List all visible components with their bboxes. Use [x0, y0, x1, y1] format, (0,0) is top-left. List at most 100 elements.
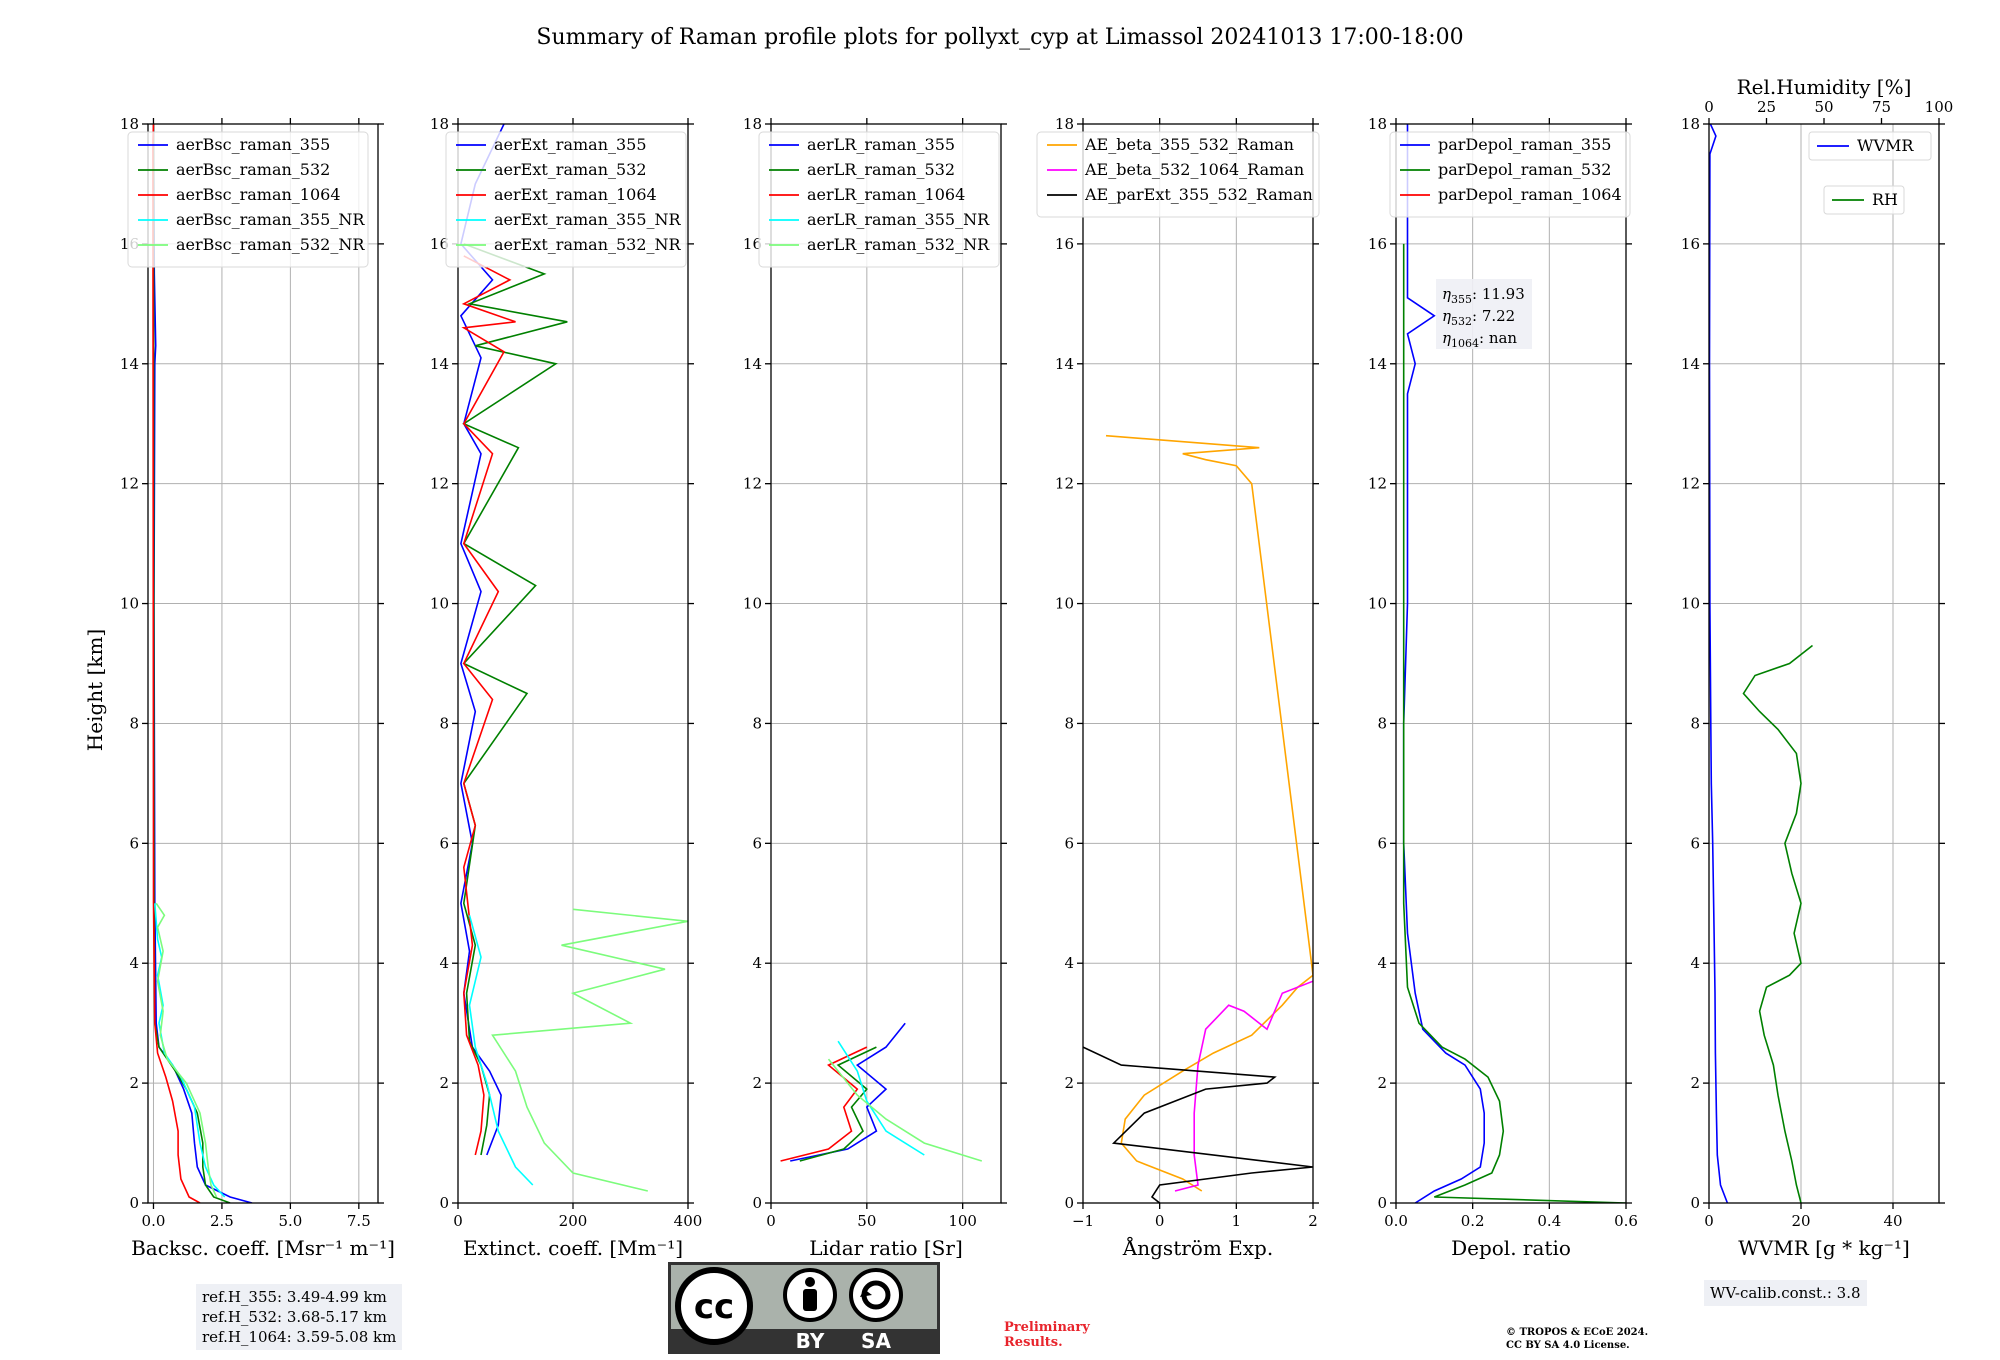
eta-value-532: : 7.22	[1472, 307, 1515, 325]
xtick-label-bsc-1: 2.5	[210, 1212, 234, 1230]
plot-area-lr	[780, 1022, 983, 1162]
eta-value-355: : 11.93	[1472, 285, 1525, 303]
legend-label-bsc-3: aerBsc_raman_355_NR	[176, 210, 365, 229]
ytick-label-bsc-6: 12	[120, 475, 139, 493]
legend-label-depol-2: parDepol_raman_1064	[1438, 185, 1622, 204]
ytick-label-lr-7: 14	[743, 355, 762, 373]
xtick-label-ae-1: 0	[1155, 1212, 1165, 1230]
axes-frame-wv	[1708, 123, 1940, 1204]
xtick-label-wv-1: 20	[1791, 1212, 1810, 1230]
ytick-label-depol-6: 12	[1368, 475, 1387, 493]
legend-label-wv-1: RH	[1872, 190, 1898, 209]
y-axis-label: Height [km]	[83, 629, 107, 751]
xtick-label-lr-0: 0	[766, 1212, 776, 1230]
ytick-label-bsc-2: 4	[129, 954, 139, 972]
legend-box-wv-0	[1808, 131, 1932, 161]
x-axis-label-ext: Extinct. coeff. [Mm⁻¹]	[463, 1236, 683, 1260]
series-line-ae-1	[1174, 980, 1313, 1192]
series-line-lr-4	[827, 1058, 983, 1162]
ytick-label-bsc-1: 2	[129, 1074, 139, 1092]
figure-title: Summary of Raman profile plots for polly…	[536, 25, 1463, 50]
legend-label-ext-1: aerExt_raman_532	[494, 160, 647, 179]
legend-box-bsc	[127, 131, 369, 268]
preliminary-note: Preliminary Results.	[1004, 1320, 1090, 1350]
eta-symbol-355: η	[1442, 285, 1451, 303]
ytick-label-ae-2: 4	[1064, 954, 1074, 972]
series-line-lr-0	[790, 1022, 906, 1162]
sa-label: SA	[861, 1329, 891, 1353]
ytick-label-ext-9: 18	[430, 115, 449, 133]
xtick-label-wv-0: 0	[1704, 1212, 1714, 1230]
ytick-label-lr-6: 12	[743, 475, 762, 493]
ytick-label-wv-2: 4	[1690, 954, 1700, 972]
eta-subscript-1064: 1064	[1451, 337, 1479, 350]
legend-label-bsc-0: aerBsc_raman_355	[176, 135, 330, 154]
xtick-label-lr-1: 50	[857, 1212, 876, 1230]
ytick-label-depol-5: 10	[1368, 595, 1387, 613]
ytick-label-wv-5: 10	[1681, 595, 1700, 613]
eta-subscript-355: 355	[1451, 293, 1472, 306]
ytick-label-ext-4: 8	[439, 714, 449, 732]
ytick-label-ae-8: 16	[1055, 235, 1074, 253]
ytick-label-lr-8: 16	[743, 235, 762, 253]
ytick-label-lr-2: 4	[752, 954, 762, 972]
xtick-label-bsc-2: 5.0	[278, 1212, 302, 1230]
legend-label-ext-4: aerExt_raman_532_NR	[494, 235, 682, 254]
x-axis-label-lr: Lidar ratio [Sr]	[809, 1236, 963, 1260]
eta-symbol-532: η	[1442, 307, 1451, 325]
panel-ext: 0 2 4 6 8 10 12 14 16 18 0 200 400 Extinct. coeff. [M…	[430, 115, 702, 1260]
ytick-label-depol-7: 14	[1368, 355, 1387, 373]
ytick-label-ext-7: 14	[430, 355, 449, 373]
ytick-label-bsc-7: 14	[120, 355, 139, 373]
eta-value-1064: : nan	[1479, 329, 1517, 347]
legend-box-depol	[1389, 131, 1631, 218]
ytick-label-lr-0: 0	[752, 1194, 762, 1212]
eta-symbol-1064: η	[1442, 329, 1451, 347]
ytick-label-depol-8: 16	[1368, 235, 1387, 253]
eta-annotation-box	[1436, 279, 1532, 349]
x-axis-label-wv: WVMR [g * kg⁻¹]	[1738, 1236, 1910, 1260]
legend-label-lr-2: aerLR_raman_1064	[807, 185, 965, 204]
legend-label-wv-0: WVMR	[1857, 136, 1914, 155]
copyright-line-2: CC BY SA 4.0 License.	[1506, 1340, 1630, 1351]
ytick-label-ae-6: 12	[1055, 475, 1074, 493]
series-line-lr-2	[780, 1046, 868, 1162]
xtick-label-ae-2: 1	[1232, 1212, 1242, 1230]
series-line-ae-2	[1083, 1046, 1313, 1203]
panel-lr: 0 2 4 6 8 10 12 14 16 18 0 50 100 Lidar ratio [Sr] aer…	[743, 115, 1007, 1260]
series-line-ext-4	[491, 908, 688, 1192]
legend-label-depol-1: parDepol_raman_532	[1438, 160, 1611, 179]
x2tick-label-wv-4: 100	[1925, 98, 1954, 116]
axes-frame-bsc	[147, 123, 379, 1204]
wv-calib-box: WV-calib.const.: 3.8	[1704, 1280, 1867, 1306]
x2-axis-label-wv: Rel.Humidity [%]	[1737, 75, 1912, 99]
series-line-ae-0	[1105, 434, 1313, 1192]
preliminary-line-1: Preliminary	[1004, 1320, 1090, 1335]
ytick-label-depol-1: 2	[1377, 1074, 1387, 1092]
ytick-label-ae-9: 18	[1055, 115, 1074, 133]
ref-height-1064: ref.H_1064: 3.59-5.08 km	[202, 1328, 397, 1346]
xtick-label-bsc-3: 7.5	[347, 1212, 371, 1230]
x2tick-label-wv-0: 0	[1704, 98, 1714, 116]
legend-label-ae-1: AE_beta_532_1064_Raman	[1084, 160, 1304, 179]
ytick-label-ae-3: 6	[1064, 834, 1074, 852]
xtick-label-lr-2: 100	[948, 1212, 977, 1230]
legend-label-lr-1: aerLR_raman_532	[807, 160, 955, 179]
x-axis-label-bsc: Backsc. coeff. [Msr⁻¹ m⁻¹]	[131, 1236, 395, 1260]
series-line-ext-2	[461, 255, 516, 1156]
ytick-label-lr-1: 2	[752, 1074, 762, 1092]
ytick-label-ae-4: 8	[1064, 714, 1074, 732]
copyright-line-1: © TROPOS & ECoE 2024.	[1506, 1327, 1649, 1338]
ytick-label-ext-3: 6	[439, 834, 449, 852]
series-line-bsc-1	[152, 124, 231, 1203]
x2tick-label-wv-2: 50	[1814, 98, 1833, 116]
preliminary-line-2: Results.	[1004, 1335, 1063, 1350]
ytick-label-depol-3: 6	[1377, 834, 1387, 852]
plot-area-wv	[1709, 124, 1813, 1203]
x-axis-label-depol: Depol. ratio	[1451, 1236, 1571, 1260]
ytick-label-ae-0: 0	[1064, 1194, 1074, 1212]
ytick-label-depol-9: 18	[1368, 115, 1387, 133]
